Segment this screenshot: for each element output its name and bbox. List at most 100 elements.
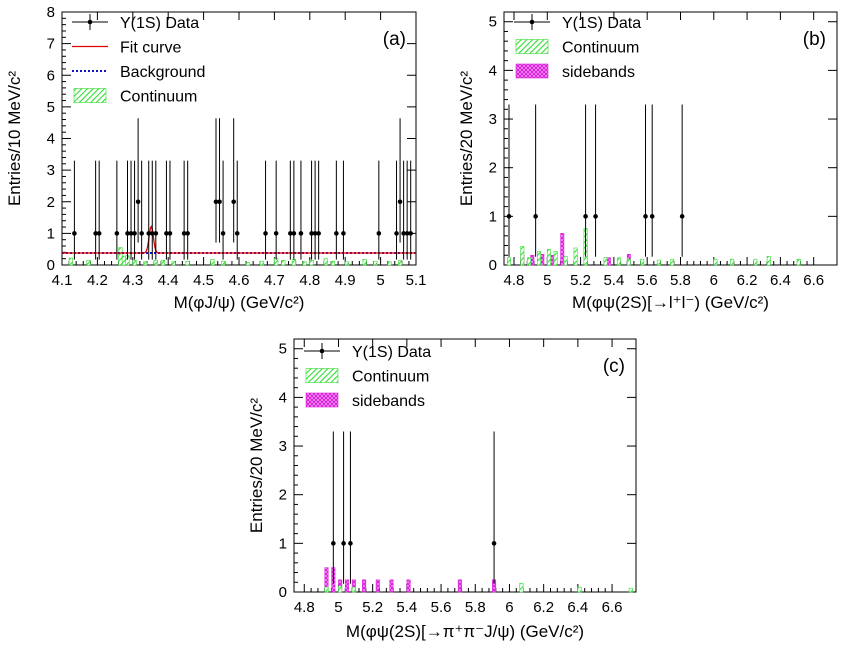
data-point [334,231,339,236]
y-tick-label: 6 [47,67,55,84]
data-point [643,214,648,219]
legend-label-sidebands: sidebands [352,393,425,410]
data-point [72,231,77,236]
continuum-bin [153,259,158,266]
panel-label: (c) [603,356,625,377]
legend-label-data: Υ(1S) Data [120,15,199,32]
x-axis-title: M(φψ(2S)[→π⁺π⁻J/ψ) (GeV/c²) [346,622,584,641]
data-point [404,231,410,236]
data-point [167,231,173,236]
data-point [341,541,346,546]
continuum-bin [338,585,343,593]
data-point [506,214,512,219]
y-tick-label: 1 [47,225,55,242]
data-point [263,231,268,236]
x-tick-label: 4.1 [52,272,73,289]
continuum-bin [670,258,675,266]
legend-label-sidebands: sidebands [562,64,635,81]
data-point [331,541,336,546]
legend-label-fit: Fit curve [120,40,181,57]
y-tick-label: 4 [489,62,497,79]
x-tick-label: 5 [543,272,551,289]
x-tick-label: 5.4 [603,272,624,289]
y-tick-label: 3 [47,162,55,179]
data-point [153,231,159,236]
legend-swatch-data-point [529,19,535,25]
continuum-bin [628,587,633,593]
panel-c: 4.8 5 5.2 5.4 5.6 5.8 6 6.2 6.4 6.6012345M(φψ(2S)… [247,338,637,641]
x-axis-title: M(φJ/ψ) (GeV/c²) [174,293,305,312]
continuum-bin [387,261,392,266]
continuum-bin [291,259,296,266]
legend-swatch-continuum [305,368,339,383]
y-axis-title: Entries/20 MeV/c² [457,71,476,206]
panel-a: 4.1 4.2 4.3 4.4 4.5 4.6 4.7 4.8 4.9 5 5.1 0 1 2 3 4 5 6 7 8… [5,4,426,312]
y-tick-label: 5 [47,99,55,116]
x-tick-label: 4.5 [193,272,214,289]
continuum-bin [210,259,215,266]
data-point [397,199,403,205]
sidebands-bin [457,579,462,593]
data-point [291,231,297,236]
plot-frame [61,11,417,266]
sidebands-bin [540,253,545,266]
continuum-bin [160,259,165,266]
data-point [376,231,382,236]
continuum-bin [281,259,286,266]
continuum-bin [536,251,541,266]
legend: Υ(1S) Data Fit curve Background Continuum [72,14,205,106]
continuum-bin [730,258,735,266]
data-point [408,231,413,236]
x-tick-label: 5.6 [637,272,658,289]
y-tick-label: 7 [47,36,55,53]
data-point [220,231,226,236]
data-point [213,199,219,205]
continuum-bin [118,247,123,266]
data-point [583,214,588,219]
continuum-bin [351,586,356,593]
x-tick-label: 5.1 [406,272,427,289]
continuum-bin [143,261,148,266]
data-point [185,231,190,236]
sidebands-bin [362,579,367,593]
plot-frame [503,11,838,266]
y-tick-label: 5 [489,14,497,31]
continuum-bin [259,260,265,266]
legend: Υ(1S) Data Continuum sidebands [514,14,641,81]
legend-swatch-continuum [73,88,107,103]
data-point [125,231,130,236]
continuum-bin [221,260,226,266]
y-tick-label: 2 [47,194,55,211]
sidebands-bin [550,254,555,266]
data-point [679,214,685,219]
continuum-bin [553,251,558,266]
y-tick-label: 3 [489,111,497,128]
continuum-bin [507,257,511,266]
continuum-bin [796,258,801,266]
fit-curve [62,224,416,254]
continuum-bin [171,261,176,266]
x-tick-label: 6 [710,272,718,289]
x-tick-label: 4.4 [158,272,179,289]
continuum-bin [656,259,661,266]
data-point [146,231,152,236]
continuum-bin [397,259,403,266]
continuum-bin [563,255,568,266]
data-point [316,231,321,236]
continuum-bin [519,582,524,593]
x-tick-label: 4.8 [504,272,525,289]
data-point [312,231,318,236]
y-tick-label: 0 [47,257,55,274]
x-tick-label: 6.6 [803,272,824,289]
continuum-bin [546,249,551,266]
data-point [149,231,155,236]
legend-swatch-continuum [515,39,549,54]
y-tick-label: 2 [489,160,497,177]
continuum-bin [753,258,758,266]
continuum-bin [573,247,578,266]
x-tick-label: 5.6 [431,599,452,616]
continuum-bin [373,260,378,266]
x-tick-label: 4.9 [335,272,356,289]
y-tick-label: 0 [489,257,497,274]
continuum-bin [309,259,314,266]
